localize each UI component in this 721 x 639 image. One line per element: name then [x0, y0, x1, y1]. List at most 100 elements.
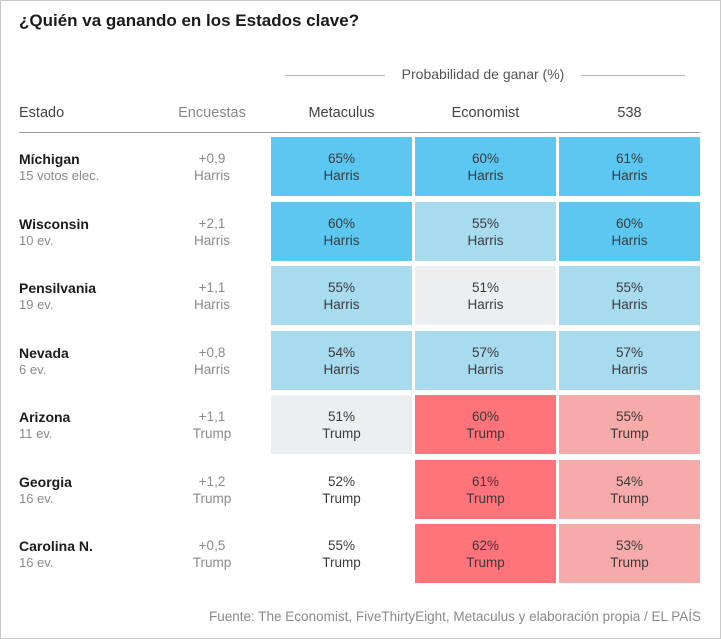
probability-cell-538: 55% Harris: [559, 266, 700, 325]
column-header-economist: Economist: [451, 105, 520, 121]
table-row: Míchigan 15 votos elec. +0,9 Harris 65% Harri…: [0, 137, 721, 196]
probability-cell-538: 60% Harris: [559, 202, 700, 261]
poll-margin: +1,2: [198, 474, 226, 489]
probability-value: 54%: [327, 345, 356, 360]
poll-leader: Harris: [194, 168, 230, 183]
probability-value: 55%: [615, 280, 644, 295]
poll-leader: Trump: [192, 555, 232, 570]
poll-margin: +0,8: [198, 345, 226, 360]
probability-cell-economist: 62% Trump: [415, 524, 556, 583]
probability-cell-538: 57% Harris: [559, 331, 700, 390]
table-row: Carolina N. 16 ev. +0,5 Trump 55% Trump 62% Tru…: [0, 524, 721, 583]
probability-value: 60%: [615, 216, 644, 231]
state-electoral-votes: 15 votos elec.: [19, 168, 100, 183]
state-electoral-votes: 6 ev.: [19, 362, 47, 377]
probability-candidate: Harris: [467, 233, 504, 248]
probability-header-rule-right: [581, 75, 685, 76]
probability-cell-metaculus: 52% Trump: [271, 460, 412, 519]
probability-cell-metaculus: 54% Harris: [271, 331, 412, 390]
column-header-estado: Estado: [19, 105, 65, 121]
probability-value: 61%: [471, 474, 500, 489]
probability-candidate: Trump: [322, 491, 361, 506]
probability-candidate: Trump: [466, 491, 505, 506]
probability-candidate: Trump: [610, 491, 649, 506]
poll-margin: +0,5: [198, 538, 226, 553]
probability-candidate: Trump: [322, 426, 361, 441]
state-name: Míchigan: [19, 151, 80, 167]
source-note: Fuente: The Economist, FiveThirtyEight, …: [209, 609, 701, 624]
probability-cell-538: 55% Trump: [559, 395, 700, 454]
header-divider: [19, 132, 700, 133]
probability-header: Probabilidad de ganar (%): [285, 66, 685, 84]
probability-value: 55%: [615, 409, 644, 424]
state-name: Georgia: [19, 474, 72, 490]
probability-value: 55%: [327, 538, 356, 553]
probability-cell-538: 53% Trump: [559, 524, 700, 583]
probability-value: 57%: [471, 345, 500, 360]
poll-leader: Harris: [194, 297, 230, 312]
state-name: Carolina N.: [19, 538, 93, 554]
probability-value: 57%: [615, 345, 644, 360]
column-header-metaculus: Metaculus: [308, 105, 375, 121]
probability-cell-metaculus: 55% Harris: [271, 266, 412, 325]
probability-candidate: Harris: [323, 297, 360, 312]
poll-margin: +2,1: [198, 216, 226, 231]
poll-leader: Trump: [192, 491, 232, 506]
probability-value: 54%: [615, 474, 644, 489]
probability-cell-economist: 61% Trump: [415, 460, 556, 519]
probability-candidate: Trump: [610, 426, 649, 441]
probability-value: 51%: [327, 409, 356, 424]
table-row: Georgia 16 ev. +1,2 Trump 52% Trump 61% Trump 54…: [0, 460, 721, 519]
state-name: Pensilvania: [19, 280, 97, 296]
state-name: Arizona: [19, 409, 71, 425]
probability-candidate: Trump: [466, 426, 505, 441]
probability-value: 65%: [327, 151, 356, 166]
poll-margin: +1,1: [198, 280, 226, 295]
probability-candidate: Harris: [611, 168, 648, 183]
probability-value: 51%: [471, 280, 500, 295]
probability-candidate: Harris: [323, 168, 360, 183]
probability-value: 60%: [471, 151, 500, 166]
probability-value: 60%: [327, 216, 356, 231]
probability-candidate: Trump: [610, 555, 649, 570]
probability-value: 55%: [327, 280, 356, 295]
column-header-538: 538: [617, 105, 642, 121]
probability-cell-economist: 51% Harris: [415, 266, 556, 325]
poll-leader: Harris: [194, 233, 230, 248]
table-row: Arizona 11 ev. +1,1 Trump 51% Trump 60% Trump 55…: [0, 395, 721, 454]
state-electoral-votes: 10 ev.: [19, 233, 54, 248]
probability-candidate: Trump: [466, 555, 505, 570]
probability-candidate: Harris: [611, 362, 648, 377]
table-row: Wisconsin 10 ev. +2,1 Harris 60% Harris 55% Har…: [0, 202, 721, 261]
state-name: Wisconsin: [19, 216, 89, 232]
probability-value: 53%: [615, 538, 644, 553]
probability-value: 60%: [471, 409, 500, 424]
table-row: Nevada 6 ev. +0,8 Harris 54% Harris 57% Harris 5…: [0, 331, 721, 390]
poll-leader: Harris: [194, 362, 230, 377]
probability-value: 55%: [471, 216, 500, 231]
probability-value: 52%: [327, 474, 356, 489]
state-electoral-votes: 11 ev.: [19, 426, 53, 441]
probability-candidate: Harris: [323, 362, 360, 377]
probability-header-label: Probabilidad de ganar (%): [401, 66, 565, 82]
probability-candidate: Harris: [467, 297, 504, 312]
probability-cell-metaculus: 65% Harris: [271, 137, 412, 196]
probability-cell-538: 54% Trump: [559, 460, 700, 519]
probability-cell-metaculus: 60% Harris: [271, 202, 412, 261]
state-name: Nevada: [19, 345, 69, 361]
probability-candidate: Harris: [467, 362, 504, 377]
probability-candidate: Trump: [322, 555, 361, 570]
probability-candidate: Harris: [611, 233, 648, 248]
probability-value: 62%: [471, 538, 500, 553]
state-electoral-votes: 19 ev.: [19, 297, 54, 312]
probability-candidate: Harris: [323, 233, 360, 248]
probability-candidate: Harris: [611, 297, 648, 312]
state-electoral-votes: 16 ev.: [19, 555, 54, 570]
poll-leader: Trump: [192, 426, 232, 441]
table-row: Pensilvania 19 ev. +1,1 Harris 55% Harris 51% H…: [0, 266, 721, 325]
state-electoral-votes: 16 ev.: [19, 491, 54, 506]
column-header-encuestas: Encuestas: [178, 105, 246, 121]
chart-title: ¿Quién va ganando en los Estados clave?: [19, 11, 360, 30]
poll-margin: +0,9: [198, 151, 226, 166]
probability-value: 61%: [615, 151, 644, 166]
